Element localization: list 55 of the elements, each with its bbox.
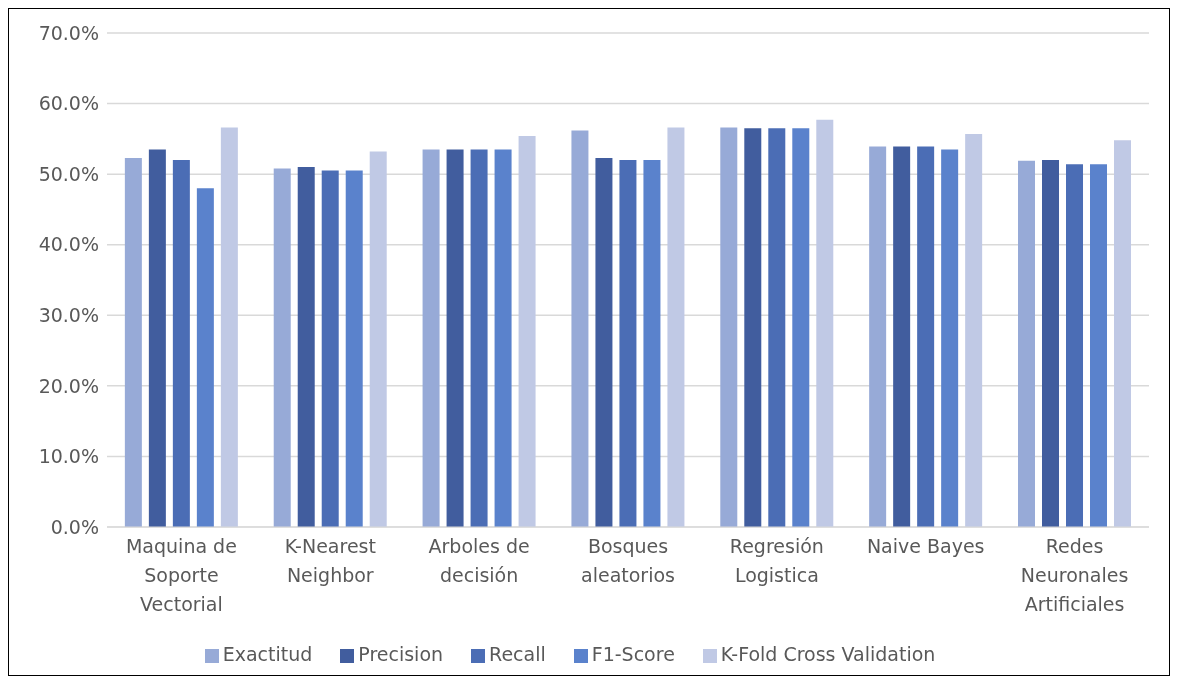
- y-tick-label: 0.0%: [50, 515, 99, 538]
- x-tick-label: Regresión Logistica: [729, 535, 824, 586]
- bar: [667, 127, 685, 527]
- legend-label: Recall: [489, 643, 546, 665]
- bar: [518, 136, 536, 527]
- bar: [917, 146, 935, 527]
- bar: [446, 149, 464, 527]
- bar: [1018, 160, 1036, 527]
- y-tick-label: 10.0%: [38, 445, 99, 468]
- bar: [220, 127, 238, 527]
- bar: [893, 146, 911, 527]
- bar: [869, 146, 887, 527]
- bar: [1090, 164, 1108, 527]
- legend-label: F1-Score: [591, 643, 675, 665]
- bar: [1114, 140, 1132, 527]
- bar: [345, 170, 363, 527]
- bar: [369, 151, 387, 527]
- x-tick-label: Redes Neuronales Artificiales: [1020, 535, 1129, 615]
- bar: [965, 133, 983, 527]
- x-tick-label: Maquina de Soporte Vectorial: [125, 535, 237, 615]
- bar: [941, 149, 959, 527]
- x-tick-label: K-Nearest Neighbor: [284, 535, 376, 586]
- y-tick-label: 20.0%: [38, 374, 99, 397]
- y-tick-label: 40.0%: [38, 233, 99, 256]
- bar: [792, 128, 810, 527]
- legend-label: K-Fold Cross Validation: [720, 643, 936, 665]
- bar: [1042, 160, 1060, 527]
- bar: [321, 170, 339, 527]
- bar: [768, 128, 786, 527]
- bar: [643, 160, 661, 527]
- bar: [1066, 164, 1084, 527]
- bar: [172, 160, 190, 527]
- bar: [148, 149, 166, 527]
- y-tick-label: 50.0%: [38, 162, 99, 185]
- bar: [273, 168, 291, 527]
- x-tick-label: Bosques aleatorios: [581, 535, 675, 586]
- bar: [422, 149, 440, 527]
- bar: [297, 167, 315, 527]
- bar: [571, 130, 589, 527]
- legend-label: Exactitud: [222, 643, 313, 665]
- legend-label: Precision: [358, 643, 444, 665]
- bar: [744, 128, 762, 527]
- x-tick-label: Arboles de decisión: [428, 535, 530, 586]
- bar: [196, 188, 214, 527]
- y-tick-label: 30.0%: [38, 304, 99, 327]
- bar: [720, 127, 738, 527]
- bar: [494, 149, 512, 527]
- bar: [595, 157, 613, 527]
- y-tick-label: 70.0%: [38, 21, 99, 44]
- x-tick-label: Naive Bayes: [866, 535, 985, 557]
- bar: [470, 149, 488, 527]
- y-tick-label: 60.0%: [38, 92, 99, 115]
- bar: [619, 160, 637, 527]
- bar: [816, 119, 834, 527]
- bar: [124, 157, 142, 527]
